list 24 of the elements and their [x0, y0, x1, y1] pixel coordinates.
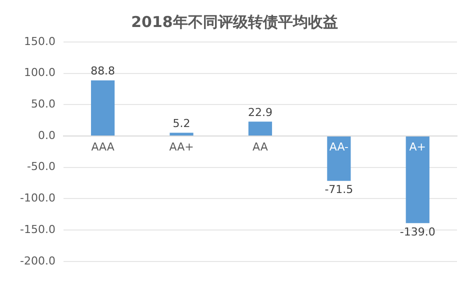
- y-tick-label: -200.0: [20, 254, 56, 268]
- y-tick-label: 100.0: [24, 66, 56, 80]
- y-tick-label: -50.0: [26, 160, 56, 174]
- bar: [248, 122, 272, 136]
- data-label: 88.8: [90, 64, 116, 78]
- bar: [91, 80, 115, 136]
- x-tick-label: AAA: [91, 140, 115, 154]
- x-tick-label: AA-: [329, 140, 349, 154]
- data-label: -139.0: [400, 226, 436, 239]
- y-tick-label: 150.0: [24, 34, 56, 48]
- x-tick-label: A+: [409, 140, 426, 154]
- bar: [406, 136, 430, 224]
- y-tick-label: -100.0: [20, 192, 56, 205]
- x-tick-label: AA+: [169, 140, 194, 154]
- y-tick-label: 0.0: [38, 128, 56, 142]
- data-label: 22.9: [248, 106, 272, 120]
- bar: [327, 136, 351, 181]
- x-tick-label: AA: [252, 140, 268, 154]
- chart-title: 2018年不同评级转债平均收益: [131, 12, 338, 31]
- y-tick-label: 50.0: [30, 98, 56, 111]
- data-label: -71.5: [324, 183, 354, 196]
- y-tick-label: -150.0: [20, 222, 56, 236]
- data-label: 5.2: [172, 117, 190, 130]
- bar: [170, 132, 194, 136]
